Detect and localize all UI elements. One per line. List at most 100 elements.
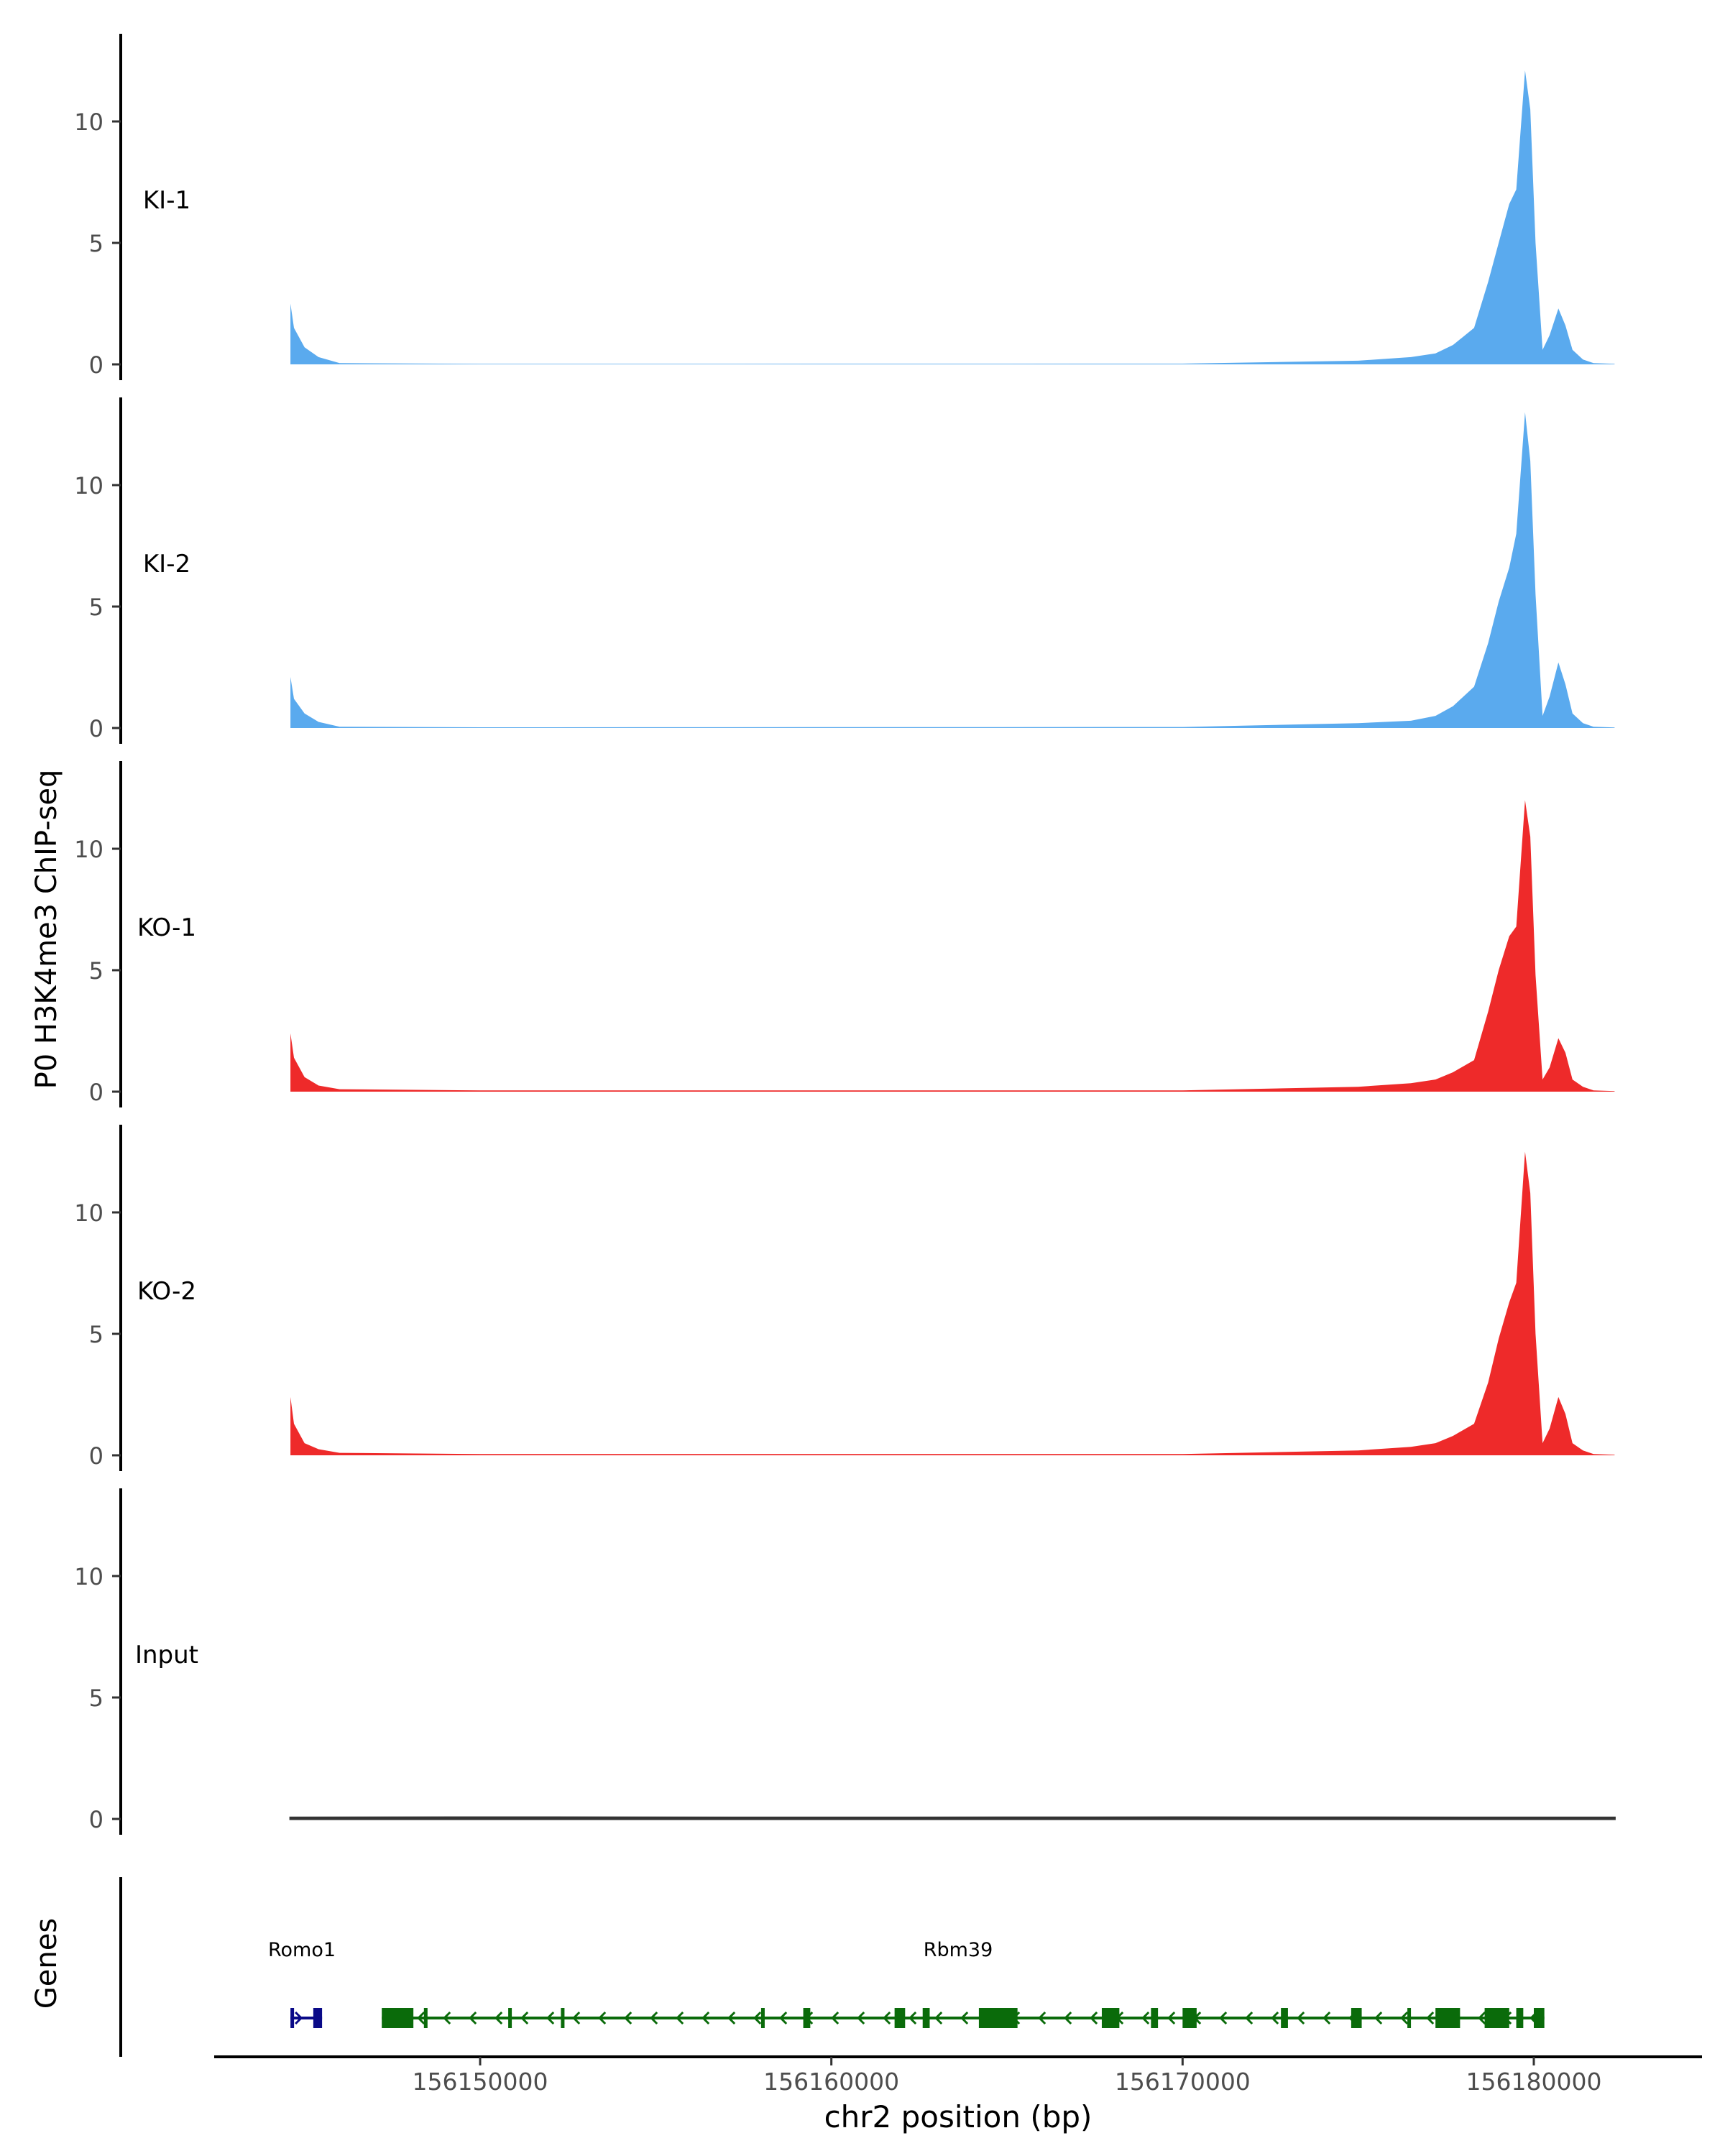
gene-exon — [1101, 2008, 1120, 2028]
strand-chevron — [1297, 2011, 1305, 2025]
x-tick-label: 156170000 — [1115, 2068, 1251, 2096]
strand-chevron — [520, 2011, 529, 2025]
gene-exon — [1435, 2008, 1460, 2028]
strand-chevron — [295, 2011, 303, 2025]
y-tick-label: 5 — [89, 957, 104, 985]
x-axis-title: chr2 position (bp) — [824, 2099, 1092, 2134]
strand-chevron — [1322, 2011, 1331, 2025]
y-tick-label: 5 — [89, 594, 104, 621]
y-tick-label: 10 — [74, 472, 104, 499]
gene-model-romo1: Romo1 — [268, 1939, 336, 2028]
signal-area-input — [289, 1816, 1616, 1820]
strand-chevron — [727, 2011, 736, 2025]
gene-exon — [1484, 2008, 1509, 2028]
gene-exon — [561, 2008, 565, 2028]
strand-chevron — [624, 2011, 632, 2025]
y-tick-label: 0 — [89, 1442, 104, 1470]
strand-chevron — [857, 2011, 865, 2025]
gene-model-rbm39: Rbm39 — [382, 1939, 1545, 2028]
signal-area-ki-1 — [290, 70, 1615, 364]
strand-chevron — [546, 2011, 555, 2025]
strand-chevron — [1245, 2011, 1254, 2025]
strand-chevron — [494, 2011, 503, 2025]
strand-chevron — [650, 2011, 658, 2025]
strand-chevron — [753, 2011, 762, 2025]
gene-exon — [894, 2008, 906, 2028]
x-tick-label: 156180000 — [1466, 2068, 1602, 2096]
track-label: KI-1 — [143, 186, 190, 215]
strand-chevron — [598, 2011, 607, 2025]
strand-chevron — [1167, 2011, 1176, 2025]
track-panel-1: KI-1 0 5 10 — [74, 34, 1615, 380]
y-tick-label: 0 — [89, 1806, 104, 1833]
strand-chevron — [1426, 2011, 1435, 2025]
y-tick-label: 10 — [74, 1563, 104, 1590]
strand-chevron — [1478, 2011, 1486, 2025]
x-tick-label: 156150000 — [413, 2068, 548, 2096]
gene-exon — [423, 2008, 428, 2028]
strand-chevron — [1064, 2011, 1072, 2025]
signal-area-ko-2 — [290, 1151, 1615, 1455]
gene-exon — [1516, 2008, 1524, 2028]
gene-exon — [1182, 2008, 1197, 2028]
y-tick-label: 5 — [89, 1321, 104, 1348]
x-axis: 156150000 156160000 156170000 156180000 chr… — [214, 2055, 1702, 2134]
y-tick-label: 10 — [74, 109, 104, 136]
track-label: KO-2 — [137, 1277, 196, 1306]
signal-area-ki-2 — [290, 412, 1615, 728]
gene-exon — [1281, 2008, 1288, 2028]
gene-exon — [1407, 2008, 1412, 2028]
strand-chevron — [417, 2011, 426, 2025]
strand-chevron — [676, 2011, 684, 2025]
strand-chevron — [469, 2011, 477, 2025]
strand-chevron — [1271, 2011, 1279, 2025]
gene-exon — [1151, 2008, 1159, 2028]
y-tick-label: 0 — [89, 715, 104, 742]
track-panel-5: Input 0 5 10 — [74, 1488, 1616, 1835]
gene-exon — [978, 2008, 1018, 2028]
signal-area-ko-1 — [290, 800, 1615, 1092]
y-tick-label: 0 — [89, 1079, 104, 1106]
gene-exon — [313, 2008, 323, 2028]
y-tick-label: 5 — [89, 230, 104, 257]
strand-chevron — [1400, 2011, 1409, 2025]
y-axis-title: P0 H3K4me3 ChIP-seq — [30, 770, 63, 1089]
track-panel-4: KO-2 0 5 10 — [74, 1125, 1615, 1471]
gene-exon — [922, 2008, 930, 2028]
gene-exon — [508, 2008, 512, 2028]
strand-chevron — [1141, 2011, 1150, 2025]
track-label: KI-2 — [143, 550, 190, 579]
strand-chevron — [883, 2011, 891, 2025]
track-panel-3: KO-1 0 5 10 — [74, 761, 1615, 1107]
gene-label-romo1: Romo1 — [268, 1939, 336, 1961]
track-label: KO-1 — [137, 913, 196, 942]
gene-exon — [290, 2008, 295, 2028]
x-tick-label: 156160000 — [763, 2068, 899, 2096]
genes-axis-title: Genes — [30, 1918, 63, 2009]
track-panel-2: KI-2 0 5 10 — [74, 397, 1615, 744]
strand-chevron — [702, 2011, 710, 2025]
y-tick-label: 0 — [89, 351, 104, 379]
strand-chevron — [572, 2011, 581, 2025]
y-tick-label: 10 — [74, 1199, 104, 1227]
y-tick-label: 5 — [89, 1685, 104, 1712]
strand-chevron — [1038, 2011, 1046, 2025]
strand-chevron — [934, 2011, 943, 2025]
gene-label-rbm39: Rbm39 — [924, 1939, 993, 1961]
y-tick-label: 10 — [74, 836, 104, 863]
strand-chevron — [908, 2011, 917, 2025]
strand-chevron — [1374, 2011, 1383, 2025]
strand-chevron — [1219, 2011, 1228, 2025]
strand-chevron — [960, 2011, 969, 2025]
gene-exon — [760, 2008, 765, 2028]
genes-panel: Genes Romo1 Rbm39 — [30, 1877, 1545, 2057]
strand-chevron — [443, 2011, 451, 2025]
strand-chevron — [1090, 2011, 1098, 2025]
track-label: Input — [135, 1641, 198, 1669]
gene-exon — [1351, 2008, 1362, 2028]
gene-exon — [382, 2008, 414, 2028]
gene-exon — [1534, 2008, 1545, 2028]
strand-chevron — [831, 2011, 840, 2025]
strand-chevron — [779, 2011, 788, 2025]
